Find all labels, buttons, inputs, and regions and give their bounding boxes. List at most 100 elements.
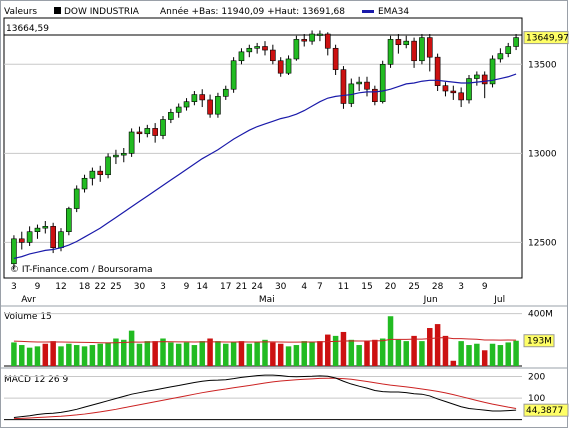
- volume-tick-label: 400M: [528, 310, 553, 320]
- candle-up: [105, 156, 111, 176]
- x-day-label: 22: [95, 282, 106, 292]
- candle-down: [426, 37, 433, 58]
- candle-down: [458, 92, 464, 101]
- watermark-text: © IT-Finance.com / Boursorama: [10, 265, 152, 275]
- volume-bar: [168, 342, 174, 366]
- candle-up: [293, 39, 300, 60]
- x-day-label: 4: [301, 282, 307, 292]
- candle-down: [450, 90, 457, 94]
- volume-bar: [19, 345, 25, 366]
- volume-bar: [136, 343, 143, 366]
- x-day-label: 30: [275, 282, 287, 292]
- candle-down: [136, 131, 143, 135]
- reference-price-label: 13664,59: [6, 24, 49, 34]
- macd-panel-title: MACD 12 26 9: [4, 375, 68, 385]
- volume-bar: [442, 335, 449, 366]
- volume-bar: [466, 345, 472, 366]
- x-day-label: 30: [134, 282, 146, 292]
- candle-up: [254, 46, 260, 49]
- volume-bar: [11, 342, 17, 366]
- x-day-label: 3: [458, 282, 464, 292]
- volume-bar: [364, 341, 370, 366]
- volume-bar: [97, 343, 103, 366]
- volume-last-box: [523, 334, 555, 348]
- volume-bar: [152, 341, 158, 366]
- volume-bar: [513, 340, 519, 366]
- volume-bar: [199, 341, 205, 366]
- volume-bar: [434, 324, 441, 366]
- price-tick-label: 13000: [528, 149, 557, 159]
- macd-last-box: [523, 403, 569, 417]
- candle-down: [372, 88, 378, 102]
- volume-bar: [317, 341, 323, 366]
- x-month-label: Jul: [493, 295, 505, 305]
- candle-down: [152, 128, 158, 136]
- x-day-label: 18: [79, 282, 91, 292]
- volume-bar: [379, 338, 386, 366]
- x-day-label: 15: [361, 282, 372, 292]
- candle-up: [466, 78, 472, 101]
- macd-line: [13, 374, 517, 419]
- volume-ma-line: [13, 337, 517, 344]
- volume-bar: [372, 339, 378, 366]
- x-day-label: 17: [220, 282, 231, 292]
- volume-bar: [325, 334, 331, 366]
- candle-up: [317, 33, 323, 36]
- candle-up: [489, 58, 496, 85]
- candle-up: [66, 208, 72, 232]
- volume-bar: [497, 345, 504, 366]
- candle-down: [340, 69, 347, 104]
- volume-bar: [332, 335, 339, 366]
- volume-bar: [450, 360, 457, 366]
- candle-down: [270, 49, 276, 62]
- volume-bar: [458, 341, 464, 366]
- volume-bar: [121, 339, 127, 366]
- volume-bar: [348, 339, 355, 366]
- volume-bar: [58, 346, 64, 366]
- x-day-label: 25: [110, 282, 121, 292]
- volume-bar: [270, 342, 276, 366]
- price-tick-label: 12500: [528, 238, 557, 248]
- candle-up: [505, 46, 512, 54]
- volume-bar: [160, 338, 166, 366]
- volume-bar: [387, 316, 394, 366]
- x-day-label: 24: [251, 282, 263, 292]
- candle-down: [411, 40, 417, 62]
- volume-bar: [419, 341, 425, 366]
- volume-bar: [144, 341, 151, 366]
- x-day-label: 11: [338, 282, 349, 292]
- ema-legend-swatch: [362, 10, 374, 13]
- macd-tick-label: 200: [528, 372, 545, 382]
- candle-up: [113, 154, 119, 158]
- last-price-label: 13649,97: [526, 34, 569, 44]
- candle-up: [81, 177, 88, 190]
- candle-up: [175, 106, 182, 113]
- volume-bar: [223, 343, 229, 366]
- candle-up: [120, 153, 127, 156]
- volume-bar: [395, 339, 402, 366]
- candle-up: [183, 101, 190, 108]
- x-day-label: 3: [11, 282, 17, 292]
- x-month-label: Mai: [259, 295, 275, 305]
- volume-bar: [26, 347, 33, 366]
- price-tick-label: 13500: [528, 60, 557, 70]
- volume-bar: [285, 346, 292, 366]
- ema34-line: [13, 73, 517, 259]
- candle-down: [262, 46, 268, 51]
- x-day-label: 3: [160, 282, 166, 292]
- candle-down: [364, 81, 370, 90]
- x-day-label: 7: [317, 282, 323, 292]
- candle-up: [58, 231, 64, 249]
- volume-bar: [254, 342, 260, 366]
- volume-bar: [403, 341, 409, 366]
- candle-up: [168, 112, 174, 120]
- volume-bar: [50, 341, 56, 366]
- volume-bar: [34, 346, 41, 366]
- x-day-label: 14: [197, 282, 209, 292]
- volume-bar: [489, 343, 496, 366]
- candle-down: [434, 56, 441, 86]
- volume-bar: [42, 343, 49, 366]
- candle-up: [419, 37, 425, 62]
